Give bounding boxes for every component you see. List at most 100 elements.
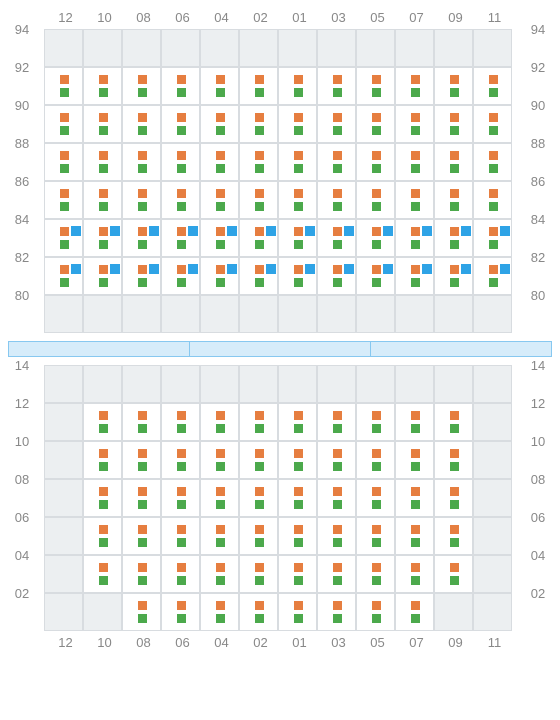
seat-cell[interactable] [200,219,239,257]
seat-cell[interactable] [83,517,122,555]
seat-cell[interactable] [356,555,395,593]
seat-cell[interactable] [122,143,161,181]
seat-cell[interactable] [161,479,200,517]
seat-cell[interactable] [434,219,473,257]
seat-cell[interactable] [278,257,317,295]
seat-cell[interactable] [239,593,278,631]
seat-cell[interactable] [317,67,356,105]
seat-cell[interactable] [473,181,512,219]
seat-cell[interactable] [473,105,512,143]
seat-cell[interactable] [278,555,317,593]
seat-cell[interactable] [122,403,161,441]
seat-cell[interactable] [395,143,434,181]
seat-cell[interactable] [83,105,122,143]
seat-cell[interactable] [395,67,434,105]
seat-cell[interactable] [395,441,434,479]
seat-cell[interactable] [200,105,239,143]
seat-cell[interactable] [239,517,278,555]
seat-cell[interactable] [83,257,122,295]
seat-cell[interactable] [161,257,200,295]
seat-cell[interactable] [356,219,395,257]
seat-cell[interactable] [278,143,317,181]
seat-cell[interactable] [200,517,239,555]
seat-cell[interactable] [83,67,122,105]
seat-cell[interactable] [395,403,434,441]
seat-cell[interactable] [395,593,434,631]
seat-cell[interactable] [356,181,395,219]
seat-cell[interactable] [434,67,473,105]
seat-cell[interactable] [473,219,512,257]
seat-cell[interactable] [317,593,356,631]
seat-cell[interactable] [434,143,473,181]
seat-cell[interactable] [122,441,161,479]
seat-cell[interactable] [356,441,395,479]
seat-cell[interactable] [83,441,122,479]
seat-cell[interactable] [122,181,161,219]
seat-cell[interactable] [44,67,83,105]
seat-cell[interactable] [434,517,473,555]
seat-cell[interactable] [395,555,434,593]
seat-cell[interactable] [239,219,278,257]
seat-cell[interactable] [44,105,83,143]
seat-cell[interactable] [83,143,122,181]
seat-cell[interactable] [239,181,278,219]
seat-cell[interactable] [239,555,278,593]
seat-cell[interactable] [161,441,200,479]
seat-cell[interactable] [161,181,200,219]
seat-cell[interactable] [473,67,512,105]
seat-cell[interactable] [278,219,317,257]
seat-cell[interactable] [200,441,239,479]
seat-cell[interactable] [83,555,122,593]
seat-cell[interactable] [434,257,473,295]
seat-cell[interactable] [239,441,278,479]
seat-cell[interactable] [317,403,356,441]
seat-cell[interactable] [356,257,395,295]
seat-cell[interactable] [434,105,473,143]
seat-cell[interactable] [200,67,239,105]
seat-cell[interactable] [239,105,278,143]
seat-cell[interactable] [473,257,512,295]
seat-cell[interactable] [317,105,356,143]
seat-cell[interactable] [434,403,473,441]
seat-cell[interactable] [161,219,200,257]
seat-cell[interactable] [395,517,434,555]
seat-cell[interactable] [239,67,278,105]
seat-cell[interactable] [161,143,200,181]
seat-cell[interactable] [356,67,395,105]
seat-cell[interactable] [122,105,161,143]
seat-cell[interactable] [317,441,356,479]
seat-cell[interactable] [122,219,161,257]
seat-cell[interactable] [434,479,473,517]
seat-cell[interactable] [434,555,473,593]
seat-cell[interactable] [317,555,356,593]
seat-cell[interactable] [44,181,83,219]
seat-cell[interactable] [278,105,317,143]
seat-cell[interactable] [161,403,200,441]
seat-cell[interactable] [356,403,395,441]
seat-cell[interactable] [122,67,161,105]
seat-cell[interactable] [317,143,356,181]
seat-cell[interactable] [200,555,239,593]
seat-cell[interactable] [44,257,83,295]
seat-cell[interactable] [161,555,200,593]
seat-cell[interactable] [239,403,278,441]
seat-cell[interactable] [278,67,317,105]
seat-cell[interactable] [356,143,395,181]
seat-cell[interactable] [200,181,239,219]
seat-cell[interactable] [317,257,356,295]
seat-cell[interactable] [122,555,161,593]
seat-cell[interactable] [161,517,200,555]
seat-cell[interactable] [239,143,278,181]
seat-cell[interactable] [83,181,122,219]
seat-cell[interactable] [200,593,239,631]
seat-cell[interactable] [278,517,317,555]
seat-cell[interactable] [278,479,317,517]
seat-cell[interactable] [122,479,161,517]
seat-cell[interactable] [44,143,83,181]
seat-cell[interactable] [200,403,239,441]
seat-cell[interactable] [161,67,200,105]
seat-cell[interactable] [317,181,356,219]
seat-cell[interactable] [278,441,317,479]
seat-cell[interactable] [395,105,434,143]
seat-cell[interactable] [317,479,356,517]
